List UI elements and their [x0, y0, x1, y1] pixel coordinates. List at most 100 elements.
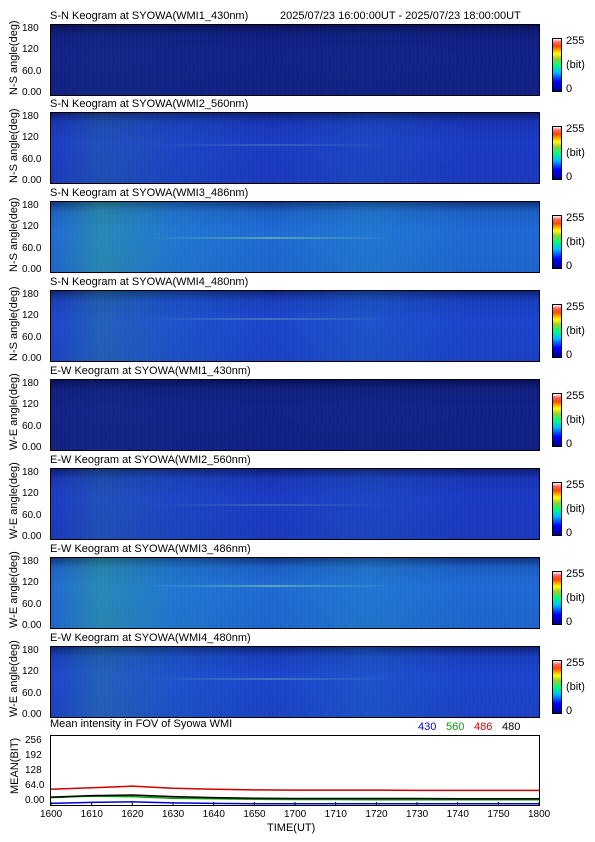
- y-tick-label: 0.00: [22, 353, 42, 364]
- keogram-title: E-W Keogram at SYOWA(WMI2_560nm): [50, 454, 251, 466]
- chart-ylabel: MEAN(BIT): [9, 737, 21, 794]
- x-tick-label: 1800: [528, 809, 551, 820]
- colorbar-max: 255: [566, 35, 585, 47]
- y-tick-label: 120: [22, 221, 39, 233]
- auroral-arc: [148, 677, 393, 680]
- colorbar-min: 0: [566, 83, 573, 95]
- colorbar-min: 0: [566, 705, 573, 717]
- keogram-ylabel: N-S angle(deg): [8, 197, 20, 272]
- keogram-plot: [50, 112, 540, 184]
- colorbar-unit: (bit): [566, 414, 585, 426]
- colorbar-max: 255: [566, 479, 585, 491]
- legend-560: 560: [446, 721, 465, 733]
- time-range-label: 2025/07/23 16:00:00UT - 2025/07/23 18:00…: [280, 10, 521, 22]
- x-tick-label: 1750: [487, 809, 510, 820]
- colorbar: [552, 126, 562, 180]
- y-tick-label: 120: [22, 577, 39, 589]
- y-tick-label: 0.00: [22, 175, 42, 186]
- legend-486: 486: [474, 721, 493, 733]
- y-tick-label: 120: [22, 488, 39, 500]
- colorbar-unit: (bit): [566, 681, 585, 693]
- keogram-plot: [50, 201, 540, 273]
- auroral-arc: [148, 237, 393, 239]
- keogram-plot: [50, 468, 540, 540]
- y-tick-label: 60.0: [22, 687, 42, 699]
- colorbar-max: 255: [566, 568, 585, 580]
- y-tick-label: 0.00: [22, 620, 42, 631]
- colorbar: [552, 304, 562, 358]
- y-tick-label: 0.00: [25, 795, 45, 806]
- chart-xlabel: TIME(UT): [267, 822, 316, 834]
- y-tick-label: 60.0: [22, 420, 42, 432]
- y-tick-label: 120: [22, 132, 39, 144]
- auroral-arc: [148, 317, 393, 320]
- colorbar-unit: (bit): [566, 236, 585, 248]
- chart-title: Mean intensity in FOV of Syowa WMI: [50, 718, 233, 730]
- y-tick-label: 120: [22, 310, 39, 322]
- series-line-486: [50, 785, 539, 792]
- legend-430: 430: [418, 721, 437, 733]
- x-tick-label: 1630: [162, 809, 185, 820]
- y-tick-label: 60.0: [22, 598, 42, 610]
- keogram-title: S-N Keogram at SYOWA(WMI3_486nm): [50, 187, 249, 199]
- colorbar: [552, 482, 562, 536]
- keogram-plot: [50, 646, 540, 718]
- legend-480: 480: [502, 721, 521, 733]
- colorbar-unit: (bit): [566, 503, 585, 515]
- y-tick-label: 256: [25, 735, 42, 746]
- keogram-title: E-W Keogram at SYOWA(WMI1_430nm): [50, 365, 251, 377]
- colorbar: [552, 215, 562, 269]
- keogram-ylabel: N-S angle(deg): [8, 286, 20, 361]
- keogram-ylabel: W-E angle(deg): [8, 551, 20, 628]
- colorbar-min: 0: [566, 438, 573, 450]
- series-line-430: [50, 801, 539, 805]
- colorbar-unit: (bit): [566, 147, 585, 159]
- x-tick-label: 1740: [446, 809, 469, 820]
- colorbar: [552, 571, 562, 625]
- colorbar-max: 255: [566, 123, 585, 135]
- y-tick-label: 120: [22, 399, 39, 411]
- y-tick-label: 180: [22, 200, 39, 211]
- y-tick-label: 128: [25, 765, 42, 776]
- y-tick-label: 60.0: [22, 331, 42, 343]
- colorbar-max: 255: [566, 390, 585, 402]
- colorbar-unit: (bit): [566, 592, 585, 604]
- y-tick-label: 120: [22, 44, 39, 56]
- colorbar-min: 0: [566, 349, 573, 361]
- colorbar-min: 0: [566, 616, 573, 628]
- keogram-ylabel: W-E angle(deg): [8, 640, 20, 717]
- x-tick-label: 1720: [365, 809, 388, 820]
- y-tick-label: 180: [22, 378, 39, 389]
- colorbar-max: 255: [566, 657, 585, 669]
- keogram-ylabel: N-S angle(deg): [8, 108, 20, 183]
- y-tick-label: 0.00: [22, 442, 42, 453]
- mean-intensity-chart: [50, 735, 540, 806]
- y-tick-label: 0.00: [22, 531, 42, 542]
- x-tick-label: 1730: [406, 809, 429, 820]
- colorbar-min: 0: [566, 171, 573, 183]
- y-tick-label: 0.00: [22, 264, 42, 275]
- x-tick-label: 1620: [121, 809, 144, 820]
- colorbar-min: 0: [566, 260, 573, 272]
- keogram-ylabel: W-E angle(deg): [8, 462, 20, 539]
- colorbar-min: 0: [566, 527, 573, 539]
- x-tick-label: 1700: [284, 809, 307, 820]
- y-tick-label: 60.0: [22, 509, 42, 521]
- colorbar-unit: (bit): [566, 325, 585, 337]
- keogram-ylabel: N-S angle(deg): [8, 20, 20, 95]
- y-tick-label: 180: [22, 111, 39, 122]
- colorbar-max: 255: [566, 301, 585, 313]
- y-tick-label: 180: [22, 23, 39, 34]
- keogram-plot: [50, 24, 540, 96]
- y-tick-label: 64.0: [25, 780, 45, 791]
- y-tick-label: 180: [22, 289, 39, 300]
- colorbar: [552, 38, 562, 92]
- y-tick-label: 60.0: [22, 65, 42, 77]
- y-tick-label: 60.0: [22, 153, 42, 165]
- y-tick-label: 60.0: [22, 242, 42, 254]
- auroral-arc: [148, 584, 393, 587]
- keogram-title: E-W Keogram at SYOWA(WMI3_486nm): [50, 543, 251, 555]
- y-tick-label: 180: [22, 467, 39, 478]
- keogram-plot: [50, 557, 540, 629]
- colorbar: [552, 393, 562, 447]
